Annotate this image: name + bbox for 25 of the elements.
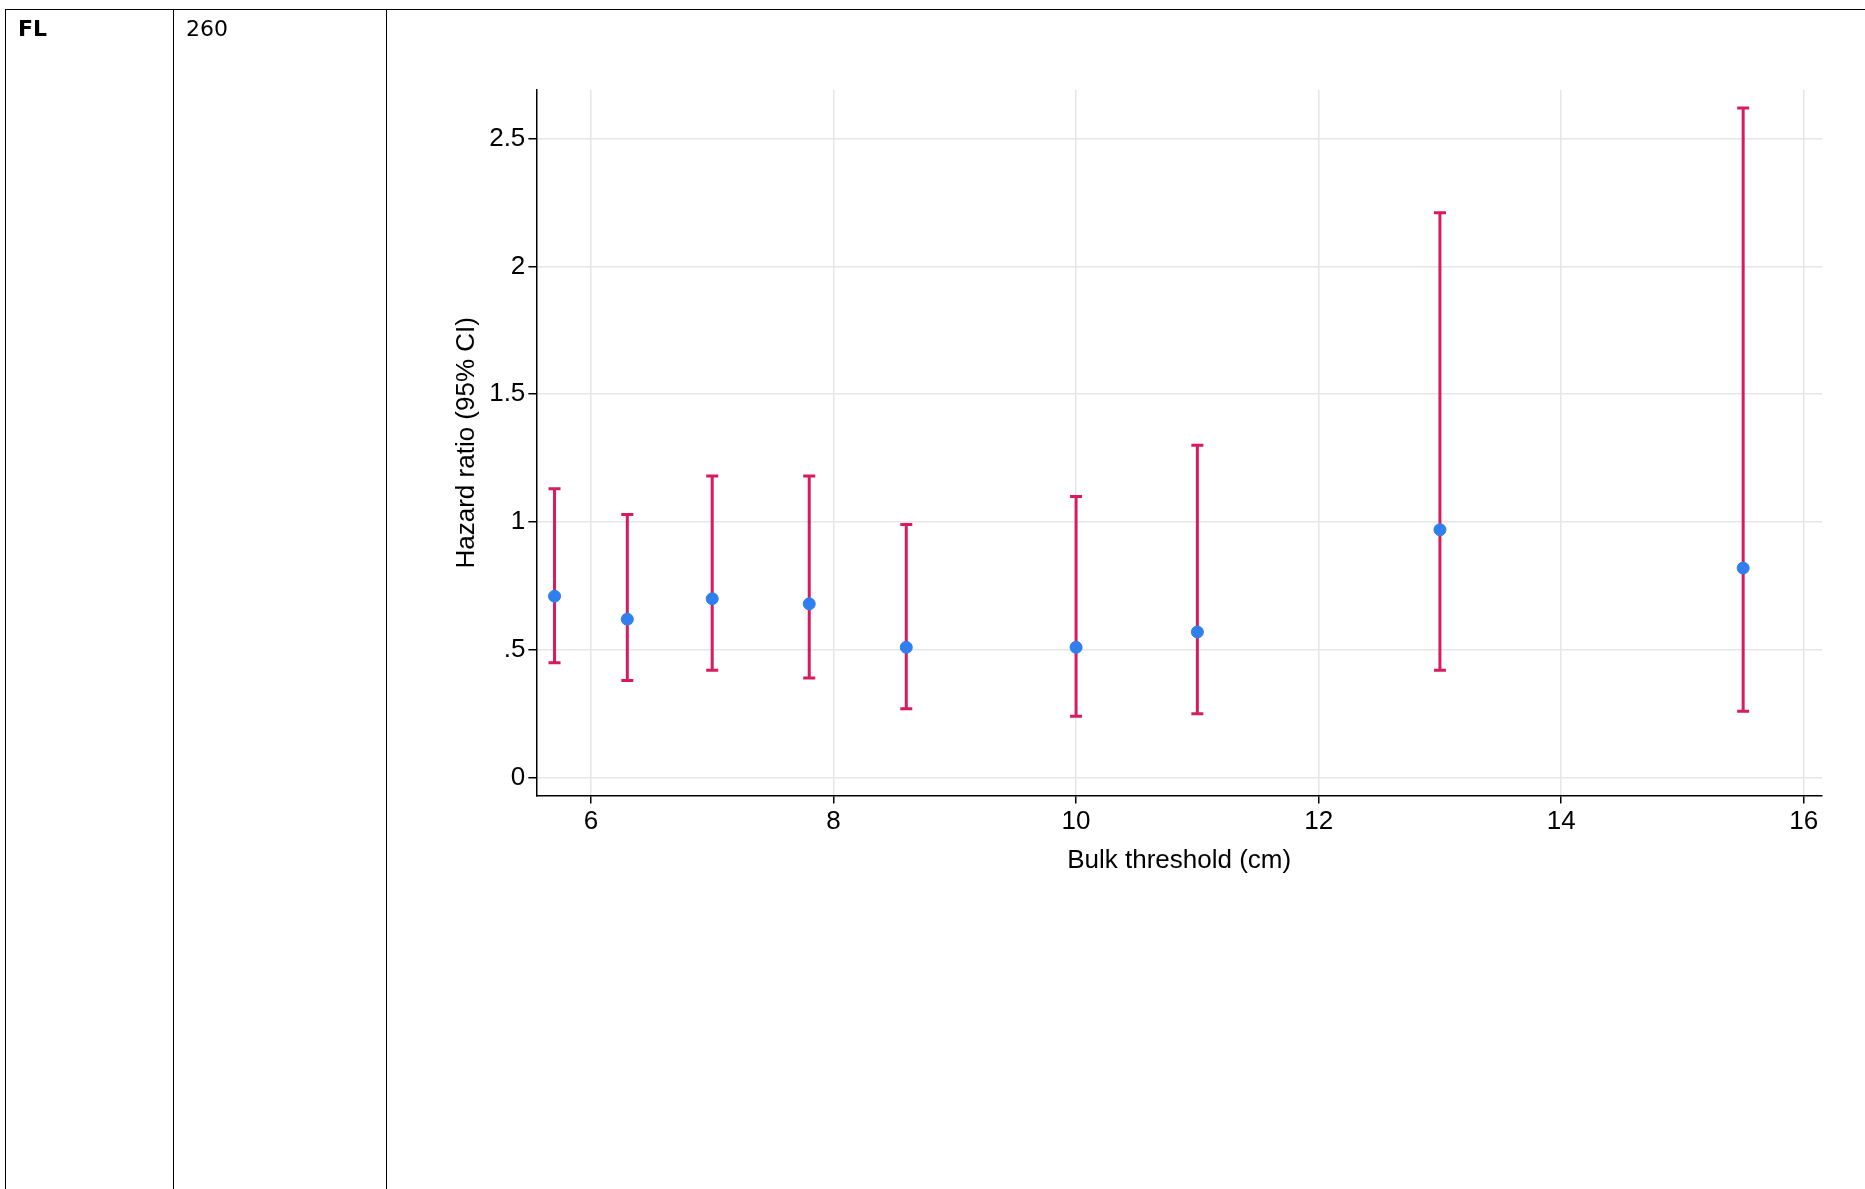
x-tick-label: 16: [1789, 805, 1819, 836]
text: 260: [174, 10, 387, 1189]
x-tick-label: 12: [1304, 805, 1334, 836]
y-tick-label: 0: [510, 760, 526, 791]
y-tick-label: 1.5: [489, 377, 526, 408]
point: [802, 597, 816, 611]
x-tick-label: 14: [1546, 805, 1576, 836]
y-tick-label: 2.5: [489, 121, 526, 152]
x-tick-label: 10: [1061, 805, 1091, 836]
point: [1433, 523, 1447, 537]
y-tick-label: 1: [510, 505, 526, 536]
point: [1736, 561, 1750, 575]
point: [705, 592, 719, 606]
point: [1190, 625, 1204, 639]
point: [620, 612, 634, 626]
text: FL: [6, 10, 174, 1189]
x-axis-title: Bulk threshold (cm): [1067, 843, 1292, 874]
point: [1069, 640, 1083, 654]
y-tick-label: .5: [503, 633, 526, 664]
y-tick-label: 2: [510, 249, 526, 280]
y-axis-title: Hazard ratio (95% CI): [449, 317, 480, 569]
x-tick-label: 8: [826, 805, 841, 836]
point: [548, 589, 562, 603]
x-tick-label: 6: [583, 805, 599, 836]
point: [899, 640, 913, 654]
